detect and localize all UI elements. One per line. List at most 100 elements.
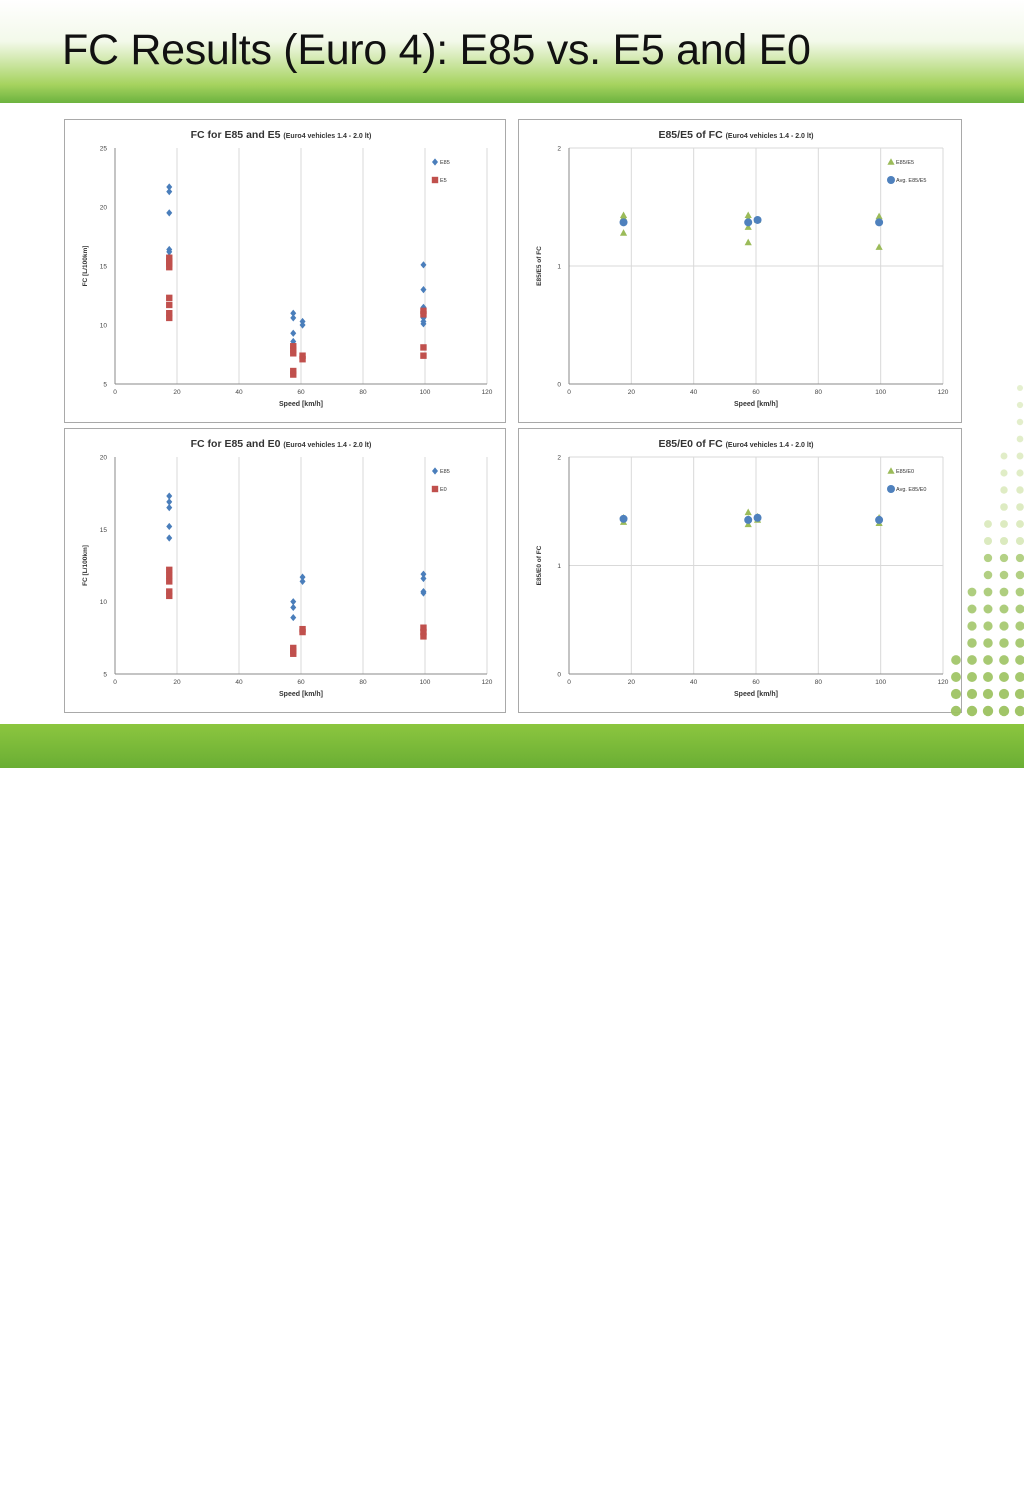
x-tick-label: 120 [482, 389, 493, 396]
decorative-dot [983, 655, 993, 665]
x-tick-label: 120 [482, 679, 493, 686]
decorative-dot [967, 672, 977, 682]
data-point [166, 504, 173, 512]
decorative-dot [999, 587, 1009, 597]
decorative-dot [1015, 621, 1024, 631]
decorative-dot [966, 705, 978, 717]
data-point [744, 218, 753, 227]
decorative-dot [1016, 418, 1024, 426]
data-point [420, 311, 427, 318]
x-tick-label: 60 [752, 389, 760, 396]
x-tick-label: 20 [628, 679, 636, 686]
x-tick-label: 40 [235, 679, 243, 686]
chart-subtitle: (Euro4 vehicles 1.4 - 2.0 lt) [726, 133, 814, 140]
data-point [166, 294, 173, 302]
decorative-dot [1015, 536, 1024, 546]
data-point [290, 350, 297, 357]
data-point [166, 522, 173, 531]
y-axis-label: FC [L/100km] [82, 246, 89, 287]
decorative-dot [999, 672, 1009, 682]
x-tick-label: 0 [567, 389, 571, 396]
series-e85 [166, 183, 427, 349]
x-axis-label: Speed [km/h] [279, 401, 323, 408]
x-tick-label: 40 [690, 389, 698, 396]
data-point [290, 309, 297, 317]
chart-ratio-e85-e0: E85/E0 of FC (Euro4 vehicles 1.4 - 2.0 l… [518, 428, 962, 713]
decorative-dot [983, 587, 993, 597]
x-tick-label: 0 [113, 679, 117, 686]
x-tick-label: 120 [938, 679, 949, 686]
decorative-dot [967, 655, 977, 665]
data-point [166, 301, 173, 309]
chart-legend: E85 E0 [431, 467, 450, 493]
data-point [290, 650, 297, 657]
decorative-dot [999, 655, 1009, 665]
data-point [420, 344, 427, 351]
x-tick-label: 120 [938, 389, 949, 396]
chart-fc-e85-e0: FC for E85 and E0 (Euro4 vehicles 1.4 - … [64, 428, 506, 713]
decorative-dot [1015, 655, 1024, 665]
data-point [744, 508, 752, 516]
decorative-dot [1016, 503, 1024, 511]
y-tick-label: 5 [103, 382, 107, 389]
x-tick-label: 80 [359, 389, 367, 396]
slide-header: FC Results (Euro 4): E85 vs. E5 and E0 [0, 0, 1024, 103]
decorative-dot [998, 705, 1010, 717]
chart-title: FC for E85 and E0 (Euro4 vehicles 1.4 - … [191, 438, 372, 450]
decorative-dot [967, 621, 977, 631]
legend-marker [432, 158, 438, 166]
y-tick-label: 2 [557, 455, 561, 462]
decorative-dot [983, 570, 993, 580]
y-tick-label: 10 [100, 599, 108, 606]
chart-svg: E85/E5 of FC (Euro4 vehicles 1.4 - 2.0 l… [536, 129, 949, 408]
decorative-dot [1016, 486, 1024, 494]
data-point [744, 515, 753, 524]
decorative-dot [983, 553, 993, 563]
data-point [744, 238, 752, 246]
data-point [299, 356, 306, 363]
data-point [166, 492, 173, 500]
legend-label: E0 [440, 487, 447, 493]
data-point [875, 218, 884, 227]
x-tick-label: 60 [752, 679, 760, 686]
decorative-dot [998, 688, 1010, 700]
chart-ratio-e85-e5: E85/E5 of FC (Euro4 vehicles 1.4 - 2.0 l… [518, 119, 962, 423]
x-tick-label: 100 [420, 389, 431, 396]
y-tick-label: 20 [100, 205, 108, 212]
decorative-dot [1014, 705, 1024, 717]
decorative-dot [1000, 520, 1008, 528]
decorative-dot [951, 655, 961, 665]
decorative-dot [1000, 469, 1008, 477]
legend-marker [887, 467, 895, 474]
x-tick-label: 60 [297, 389, 305, 396]
emisia-logo: emisia [902, 1460, 1012, 1488]
data-point [166, 188, 173, 196]
data-point [166, 566, 173, 574]
y-tick-label: 1 [557, 264, 561, 271]
data-point [166, 534, 173, 542]
x-tick-label: 80 [815, 679, 823, 686]
legend-label: E85 [440, 160, 450, 166]
x-tick-label: 20 [628, 389, 636, 396]
decorative-dot [983, 672, 993, 682]
x-tick-label: 100 [875, 389, 886, 396]
data-point [166, 578, 173, 585]
chart-legend: E85/E0 Avg. E85/E0 [887, 467, 926, 493]
data-point [290, 603, 297, 612]
chart-legend: E85/E5 Avg. E85/E5 [887, 158, 926, 184]
chart-title: E85/E5 of FC (Euro4 vehicles 1.4 - 2.0 l… [658, 129, 813, 141]
legend-label: Avg. E85/E5 [896, 178, 926, 184]
data-point [420, 624, 427, 631]
x-tick-label: 80 [815, 389, 823, 396]
x-axis-label: Speed [km/h] [279, 691, 323, 698]
decorative-dot [967, 604, 977, 614]
data-point [290, 613, 297, 622]
decorative-dot [999, 553, 1009, 563]
data-point [290, 367, 297, 375]
data-point [744, 223, 752, 230]
decorative-dot [951, 672, 961, 682]
data-point [166, 248, 173, 256]
y-tick-label: 15 [100, 527, 108, 534]
decorative-dot [983, 638, 993, 648]
y-tick-label: 5 [103, 672, 107, 679]
